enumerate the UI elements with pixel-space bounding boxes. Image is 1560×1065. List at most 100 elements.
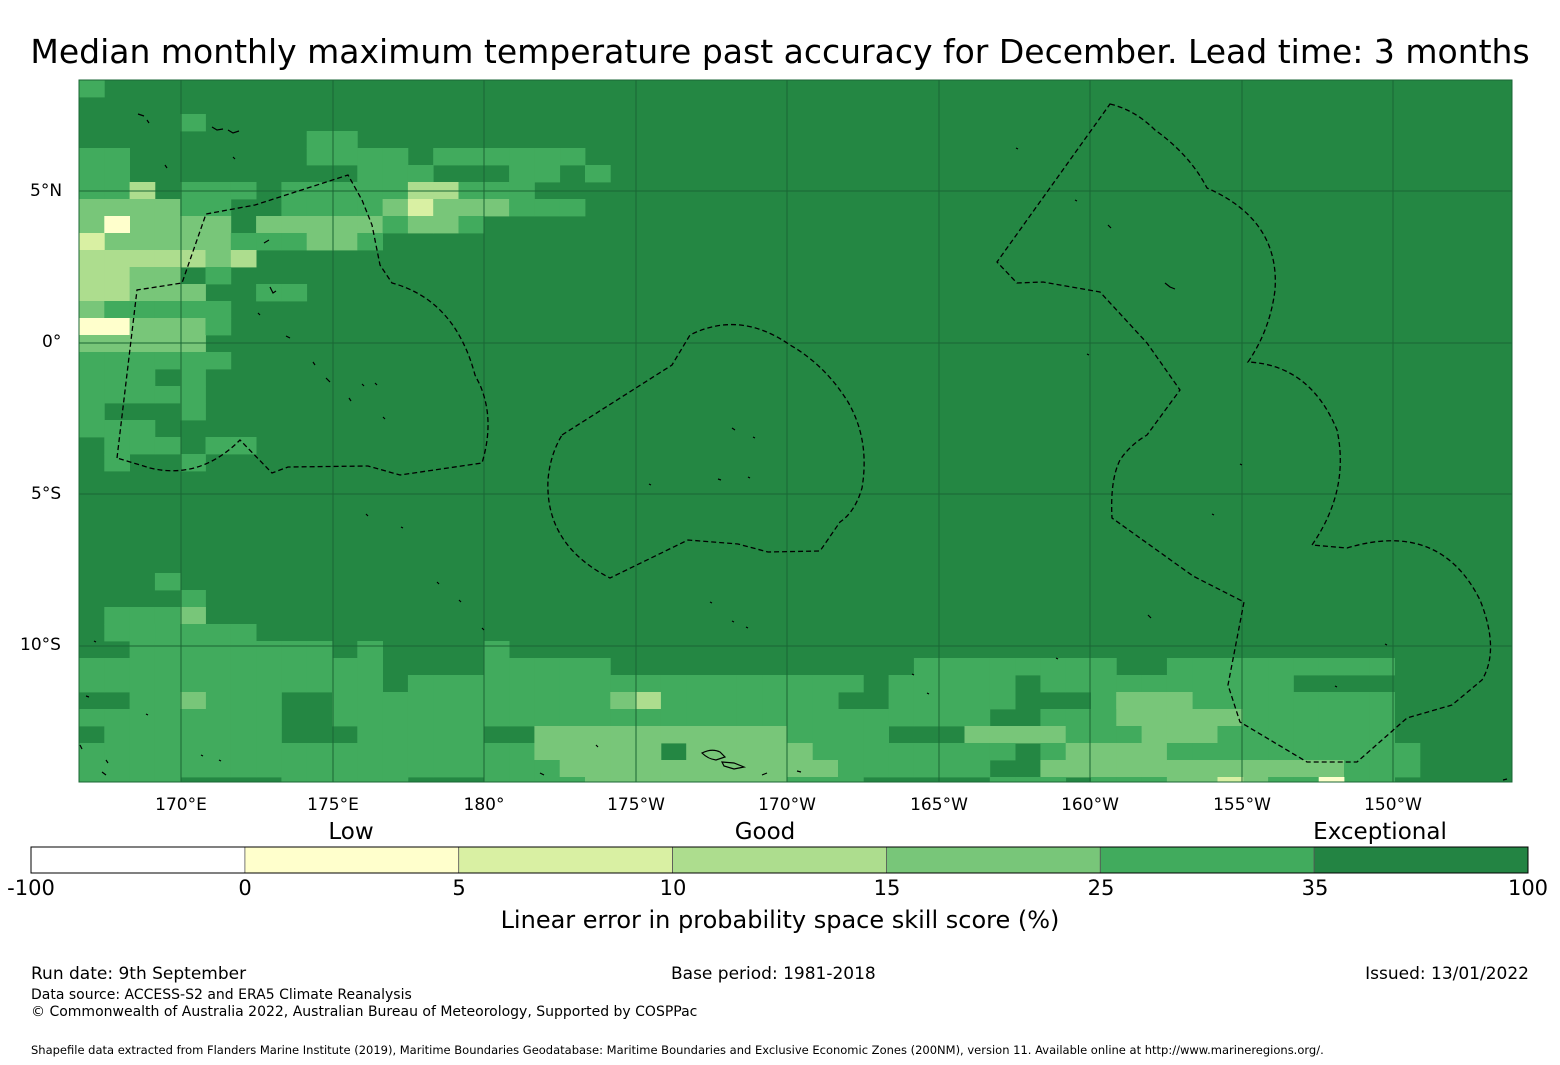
skill-cell bbox=[939, 709, 965, 727]
skill-cell bbox=[104, 335, 130, 353]
data-source: Data source: ACCESS-S2 and ERA5 Climate … bbox=[31, 987, 412, 1003]
skill-cell bbox=[1192, 760, 1218, 778]
eez-boundary-kiribati-line bbox=[996, 103, 1492, 763]
skill-cell bbox=[230, 641, 257, 659]
skill-cell bbox=[1344, 658, 1370, 676]
skill-cell bbox=[382, 148, 409, 166]
skill-cell bbox=[104, 369, 130, 387]
legend-tick: 10 bbox=[659, 876, 687, 900]
skill-cell bbox=[838, 675, 864, 693]
issued-date: Issued: 13/01/2022 bbox=[1365, 964, 1529, 984]
skill-cell bbox=[1116, 760, 1142, 778]
skill-cell bbox=[458, 743, 485, 761]
skill-cell bbox=[660, 709, 687, 727]
skill-cell bbox=[205, 216, 232, 234]
skill-cell bbox=[306, 199, 333, 217]
skill-cell bbox=[129, 692, 156, 710]
skill-cell bbox=[509, 709, 535, 727]
skill-cell bbox=[686, 692, 712, 710]
skill-cell bbox=[382, 709, 409, 727]
skill-cell bbox=[1242, 709, 1269, 727]
skill-cell bbox=[433, 199, 459, 217]
skill-cell bbox=[736, 675, 763, 693]
skill-cell bbox=[1091, 675, 1117, 693]
skill-cell bbox=[1065, 675, 1092, 693]
skill-cell bbox=[154, 352, 181, 370]
skill-cell bbox=[281, 199, 308, 217]
skill-cell bbox=[180, 675, 206, 693]
skill-cell bbox=[306, 760, 333, 778]
skill-cell bbox=[1293, 658, 1320, 676]
skill-cell bbox=[787, 709, 814, 727]
skill-cell bbox=[888, 709, 915, 727]
skill-cell bbox=[635, 760, 662, 778]
skill-cell bbox=[483, 641, 510, 659]
skill-cell bbox=[180, 726, 206, 744]
skill-cell bbox=[357, 165, 383, 183]
skill-cell bbox=[736, 709, 763, 727]
skill-cell bbox=[79, 403, 105, 421]
skill-cell bbox=[1293, 692, 1320, 710]
skill-cell bbox=[1344, 726, 1370, 744]
skill-cell bbox=[1116, 692, 1142, 710]
skill-cell bbox=[913, 692, 940, 710]
legend-tick: -100 bbox=[7, 876, 55, 900]
skill-cell bbox=[1268, 726, 1294, 744]
skill-cell bbox=[711, 726, 738, 744]
skill-cell bbox=[458, 148, 485, 166]
skill-cell bbox=[332, 199, 358, 217]
skill-cell bbox=[736, 777, 763, 782]
eez-boundaries bbox=[116, 103, 1492, 763]
skill-cell bbox=[1268, 760, 1294, 778]
skill-cell bbox=[660, 726, 687, 744]
skill-cell bbox=[1141, 675, 1168, 693]
skill-cell bbox=[1166, 709, 1193, 727]
skill-cell bbox=[104, 675, 130, 693]
skill-cell bbox=[154, 692, 181, 710]
eez-boundary-kiribati-gilbert bbox=[116, 174, 489, 476]
skill-cell bbox=[559, 709, 586, 727]
skill-cell bbox=[180, 352, 206, 370]
skill-cell bbox=[509, 148, 535, 166]
skill-cell bbox=[888, 760, 915, 778]
skill-cell bbox=[964, 658, 991, 676]
skill-cell bbox=[205, 692, 232, 710]
skill-cell bbox=[306, 131, 333, 149]
shapefile-credit: Shapefile data extracted from Flanders M… bbox=[31, 1043, 1324, 1057]
skill-cell bbox=[964, 726, 991, 744]
skill-cell bbox=[559, 148, 586, 166]
skill-cell bbox=[154, 250, 181, 268]
skill-cell bbox=[762, 675, 788, 693]
skill-cell bbox=[154, 267, 181, 285]
skill-cell bbox=[534, 692, 561, 710]
skill-cell bbox=[1242, 726, 1269, 744]
skill-cell bbox=[205, 267, 232, 285]
skill-cell bbox=[1242, 658, 1269, 676]
skill-cell bbox=[458, 216, 485, 234]
skill-cell bbox=[635, 726, 662, 744]
skill-cell bbox=[129, 284, 156, 302]
skill-cell bbox=[104, 148, 130, 166]
skill-cell bbox=[306, 675, 333, 693]
skill-cell bbox=[154, 760, 181, 778]
skill-cell bbox=[1065, 709, 1092, 727]
skill-cell bbox=[534, 148, 561, 166]
skill-cell bbox=[711, 777, 738, 782]
skill-cell bbox=[1318, 743, 1345, 761]
skill-cell bbox=[1141, 692, 1168, 710]
map-title: Median monthly maximum temperature past … bbox=[30, 32, 1530, 71]
skill-cell bbox=[1116, 726, 1142, 744]
lon-label-175w: 175°W bbox=[607, 795, 665, 815]
skill-cell bbox=[939, 743, 965, 761]
skill-cell bbox=[154, 777, 181, 782]
skill-cell bbox=[1040, 777, 1067, 782]
legend-tick: 100 bbox=[1507, 876, 1549, 900]
lon-label-155w: 155°W bbox=[1213, 795, 1271, 815]
skill-cell bbox=[838, 743, 864, 761]
skill-cell bbox=[686, 675, 712, 693]
skill-cell bbox=[559, 726, 586, 744]
skill-cell bbox=[104, 199, 130, 217]
skill-cell bbox=[79, 352, 105, 370]
skill-cell bbox=[104, 454, 130, 472]
skill-cell bbox=[382, 760, 409, 778]
